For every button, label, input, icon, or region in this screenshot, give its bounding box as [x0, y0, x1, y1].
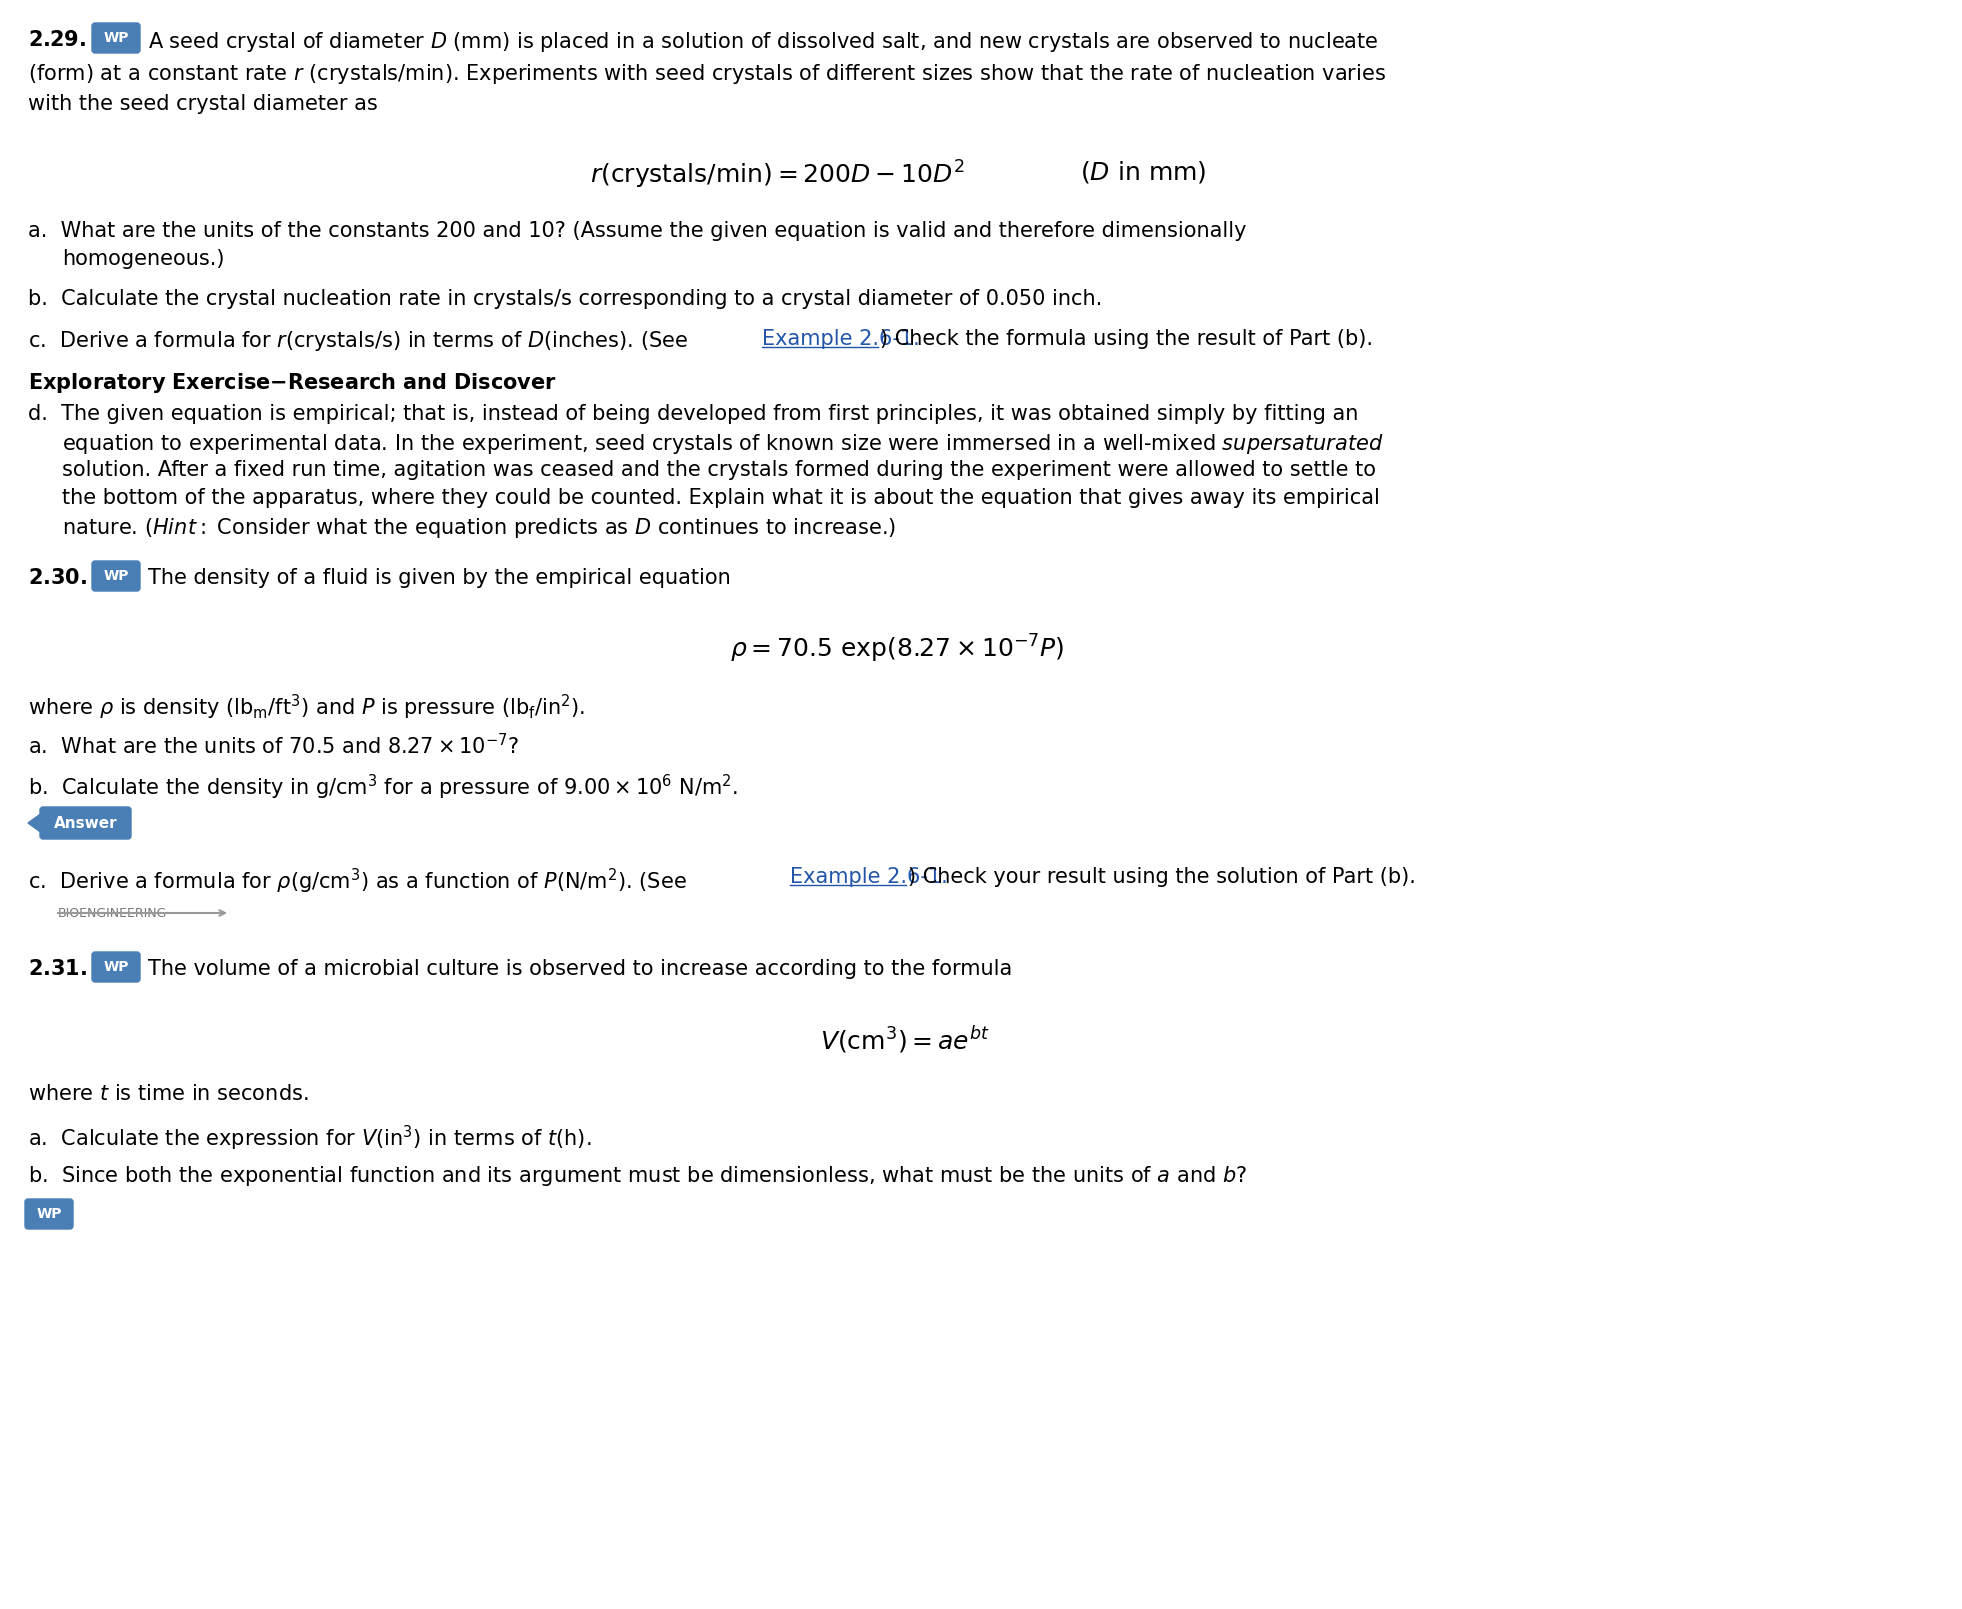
FancyBboxPatch shape — [26, 1199, 73, 1229]
Text: ) Check your result using the solution of Part (b).: ) Check your result using the solution o… — [908, 867, 1417, 887]
Text: where $t$ is time in seconds.: where $t$ is time in seconds. — [27, 1084, 308, 1104]
Polygon shape — [27, 809, 45, 837]
Text: a.  Calculate the expression for $V(\mathrm{in}^3)$ in terms of $t$(h).: a. Calculate the expression for $V(\math… — [27, 1125, 591, 1154]
Text: nature. ($\mathit{Hint:}$ Consider what the equation predicts as $D$ continues t: nature. ($\mathit{Hint:}$ Consider what … — [63, 516, 897, 541]
FancyBboxPatch shape — [92, 23, 139, 53]
Text: WP: WP — [35, 1207, 61, 1221]
Text: A seed crystal of diameter $D$ (mm) is placed in a solution of dissolved salt, a: A seed crystal of diameter $D$ (mm) is p… — [147, 31, 1379, 55]
Text: a.  What are the units of the constants 200 and 10? (Assume the given equation i: a. What are the units of the constants 2… — [27, 220, 1246, 241]
Text: $\mathbf{2.30.}$: $\mathbf{2.30.}$ — [27, 568, 86, 587]
Text: The density of a fluid is given by the empirical equation: The density of a fluid is given by the e… — [147, 568, 730, 587]
Text: WP: WP — [104, 31, 129, 45]
FancyBboxPatch shape — [92, 953, 139, 981]
Text: c.  Derive a formula for $r$(crystals/s) in terms of $D$(inches). (See: c. Derive a formula for $r$(crystals/s) … — [27, 328, 689, 352]
Text: b.  Since both the exponential function and its argument must be dimensionless, : b. Since both the exponential function a… — [27, 1163, 1248, 1187]
Text: Example 2.6-1.: Example 2.6-1. — [791, 867, 948, 887]
Text: WP: WP — [104, 961, 129, 973]
Text: (form) at a constant rate $r$ (crystals/min). Experiments with seed crystals of : (form) at a constant rate $r$ (crystals/… — [27, 63, 1385, 85]
Text: solution. After a fixed run time, agitation was ceased and the crystals formed d: solution. After a fixed run time, agitat… — [63, 460, 1375, 479]
Text: $(D\ \mathrm{in\ mm})$: $(D\ \mathrm{in\ mm})$ — [1079, 159, 1207, 185]
Text: b.  Calculate the crystal nucleation rate in crystals/s corresponding to a cryst: b. Calculate the crystal nucleation rate… — [27, 290, 1103, 309]
Text: The volume of a microbial culture is observed to increase according to the formu: The volume of a microbial culture is obs… — [147, 959, 1012, 978]
Text: equation to experimental data. In the experiment, seed crystals of known size we: equation to experimental data. In the ex… — [63, 431, 1383, 455]
Text: $r(\mathrm{crystals/min}) = 200D - 10D^2$: $r(\mathrm{crystals/min}) = 200D - 10D^2… — [591, 159, 965, 191]
Text: $\mathbf{2.31.}$: $\mathbf{2.31.}$ — [27, 959, 86, 978]
Text: $\mathbf{Exploratory\ Exercise\mathbf{-}Research\ and\ Discover}$: $\mathbf{Exploratory\ Exercise\mathbf{-}… — [27, 372, 557, 394]
Text: with the seed crystal diameter as: with the seed crystal diameter as — [27, 93, 379, 114]
Text: Example 2.6-1.: Example 2.6-1. — [761, 328, 920, 349]
Text: $V(\mathrm{cm}^3) = ae^{bt}$: $V(\mathrm{cm}^3) = ae^{bt}$ — [820, 1023, 991, 1056]
Text: WP: WP — [104, 570, 129, 582]
Text: $\rho = 70.5\ \exp(8.27 \times 10^{-7}P)$: $\rho = 70.5\ \exp(8.27 \times 10^{-7}P)… — [730, 632, 1063, 665]
Text: ) Check the formula using the result of Part (b).: ) Check the formula using the result of … — [881, 328, 1373, 349]
Text: b.  Calculate the density in g/cm$^3$ for a pressure of $9.00 \times 10^6$ N/m$^: b. Calculate the density in g/cm$^3$ for… — [27, 772, 738, 803]
Text: BIOENGINEERING: BIOENGINEERING — [59, 907, 167, 920]
Text: where $\rho$ is density (lb$_{\mathrm{m}}$/ft$^3$) and $P$ is pressure (lb$_{\ma: where $\rho$ is density (lb$_{\mathrm{m}… — [27, 693, 585, 722]
Text: Answer: Answer — [53, 816, 118, 830]
Text: the bottom of the apparatus, where they could be counted. Explain what it is abo: the bottom of the apparatus, where they … — [63, 488, 1379, 508]
Text: d.  The given equation is empirical; that is, instead of being developed from fi: d. The given equation is empirical; that… — [27, 404, 1358, 425]
Text: homogeneous.): homogeneous.) — [63, 249, 224, 269]
Text: $\mathbf{2.29.}$: $\mathbf{2.29.}$ — [27, 31, 86, 50]
FancyBboxPatch shape — [92, 562, 139, 591]
Text: c.  Derive a formula for $\rho$(g/cm$^3$) as a function of $P$(N/m$^2$). (See: c. Derive a formula for $\rho$(g/cm$^3$)… — [27, 867, 689, 896]
FancyBboxPatch shape — [39, 808, 131, 838]
Text: a.  What are the units of 70.5 and $8.27 \times 10^{-7}$?: a. What are the units of 70.5 and $8.27 … — [27, 734, 520, 758]
